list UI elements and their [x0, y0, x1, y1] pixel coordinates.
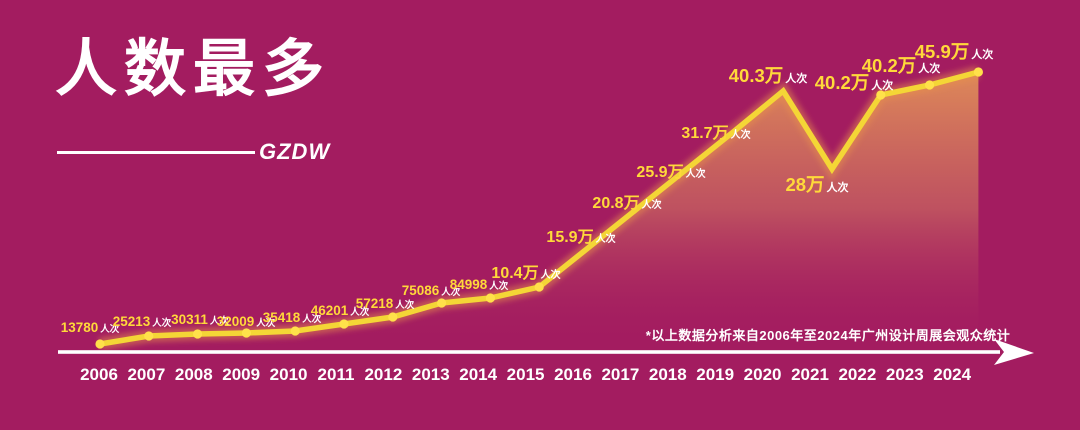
x-axis-year-2018: 2018	[648, 365, 687, 384]
area-fill	[100, 72, 979, 352]
data-label-2020: 40.3万 人次	[728, 65, 808, 86]
x-axis-year-2008: 2008	[174, 365, 213, 384]
x-axis-line	[58, 350, 1000, 354]
x-axis-year-2010: 2010	[269, 365, 308, 384]
data-label-2017: 20.8万 人次	[592, 195, 662, 212]
data-label-2022: 40.2万 人次	[814, 72, 894, 93]
data-point-dots	[95, 67, 984, 349]
x-axis-year-2014: 2014	[459, 365, 498, 384]
x-axis-year-2013: 2013	[411, 365, 450, 384]
x-axis-year-2006: 2006	[80, 365, 118, 384]
data-point-dot	[925, 80, 935, 90]
data-point-dot	[437, 298, 447, 308]
title-underline	[57, 151, 255, 154]
data-label-2016: 15.9万 人次	[546, 229, 616, 246]
data-label-2021: 28万 人次	[785, 174, 849, 195]
axis-arrow-icon	[994, 339, 1034, 365]
data-label-2009: 32009 人次	[216, 314, 276, 329]
x-axis-year-2007: 2007	[127, 365, 166, 384]
x-axis-year-2019: 2019	[696, 365, 735, 384]
data-label-2015: 10.4万 人次	[491, 265, 561, 282]
data-point-dot	[388, 312, 398, 322]
data-label-2012: 57218 人次	[355, 296, 415, 311]
data-label-2024: 45.9万 人次	[914, 41, 994, 62]
data-point-dot	[973, 67, 984, 77]
x-axis-year-2021: 2021	[791, 365, 829, 384]
data-label-2018: 25.9万 人次	[636, 164, 706, 181]
brand-logo-text: GZDW	[259, 139, 331, 164]
data-point-dot	[339, 319, 349, 329]
data-label-2008: 30311 人次	[171, 312, 229, 327]
data-label-2023: 40.2万 人次	[861, 55, 941, 76]
x-axis-year-2015: 2015	[506, 365, 545, 384]
x-axis-year-2016: 2016	[554, 365, 592, 384]
x-axis-year-2012: 2012	[364, 365, 403, 384]
data-label-2006: 13780 人次	[60, 320, 120, 335]
data-label-2011: 46201 人次	[310, 303, 370, 318]
x-axis-year-2022: 2022	[838, 365, 877, 384]
x-axis-year-2020: 2020	[743, 365, 782, 384]
x-axis-year-2023: 2023	[885, 365, 924, 384]
data-label-2019: 31.7万 人次	[681, 125, 751, 142]
data-point-dot	[95, 339, 105, 349]
page-title: 人数最多	[55, 35, 332, 104]
data-label-2007: 25213 人次	[112, 314, 172, 329]
x-axis-year-2024: 2024	[933, 365, 972, 384]
x-axis-year-2017: 2017	[601, 365, 640, 384]
x-axis-year-2011: 2011	[317, 365, 355, 384]
data-label-2013: 75086 人次	[401, 283, 461, 298]
data-point-dot	[876, 90, 886, 100]
data-point-dot	[241, 328, 251, 338]
data-point-dot	[193, 329, 203, 339]
data-label-2010: 35418 人次	[262, 310, 322, 325]
footnote-text: *以上数据分析来自2006年至2024年广州设计周展会观众统计	[645, 328, 1011, 343]
data-point-dot	[144, 331, 154, 341]
data-point-dot	[290, 326, 300, 336]
x-axis-year-2009: 2009	[222, 365, 261, 384]
data-point-dot	[534, 282, 544, 292]
data-point-dot	[485, 293, 495, 303]
data-label-2014: 84998 人次	[449, 277, 509, 292]
